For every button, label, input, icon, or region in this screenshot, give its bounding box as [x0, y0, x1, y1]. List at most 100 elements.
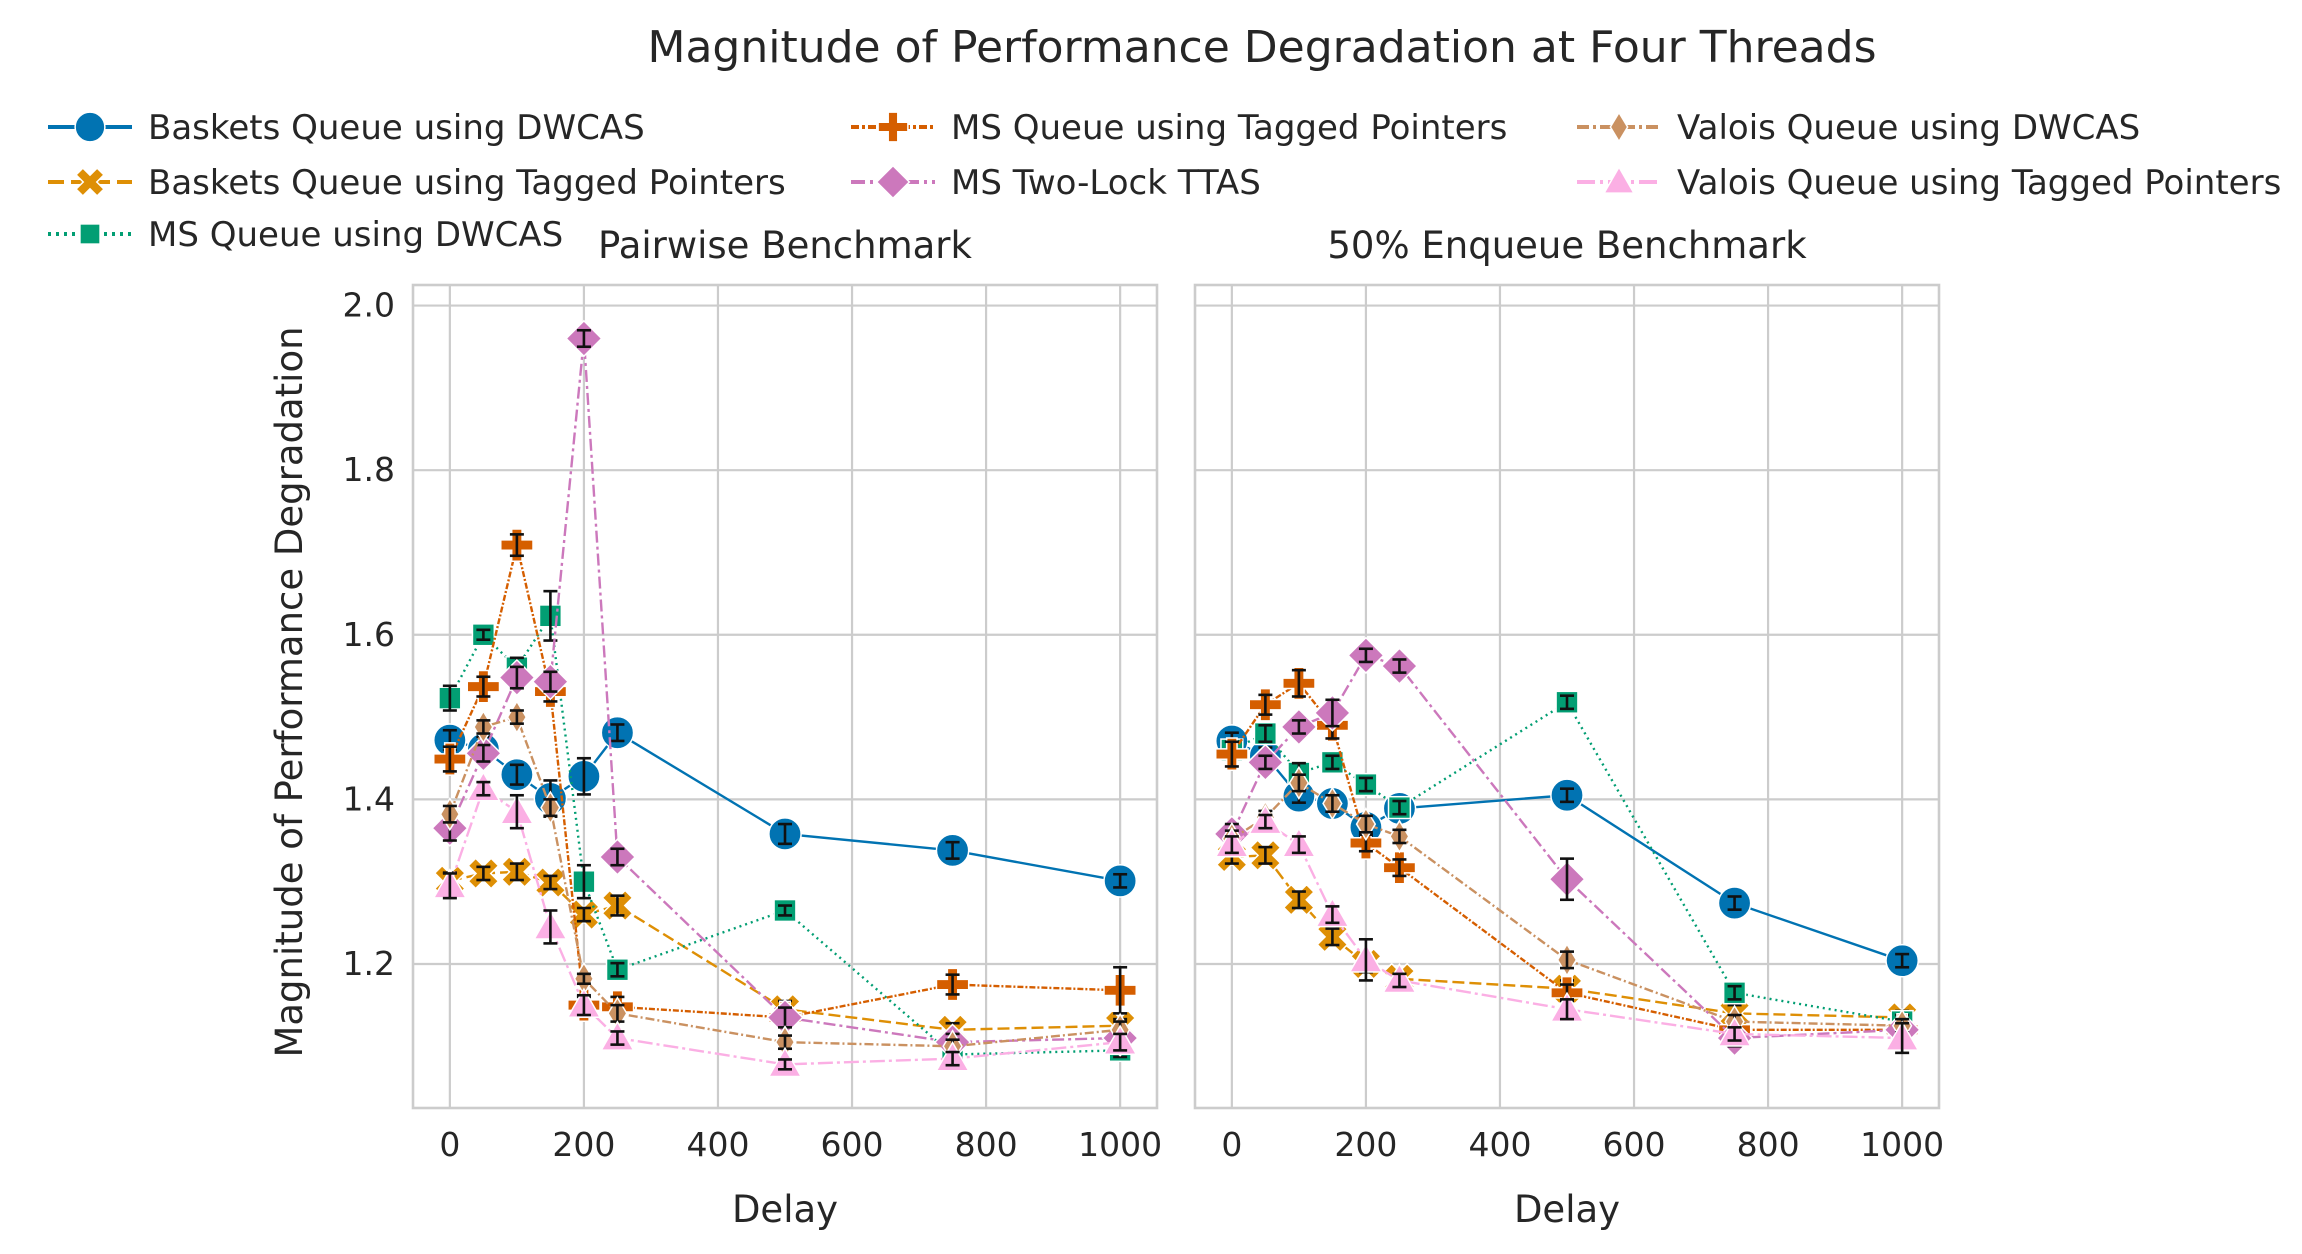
error-bar: [576, 863, 591, 900]
error-bar: [1291, 890, 1306, 910]
x-tick-label: 1000: [1860, 1125, 1944, 1164]
legend-item-valois-queue-using-dwcas: Valois Queue using DWCAS: [1577, 108, 2140, 148]
axes-frame: [411, 283, 1159, 1110]
axes-frame: [1193, 283, 1941, 1110]
legend-item-ms-queue-using-tagged-pointers: MS Queue using Tagged Pointers: [851, 108, 1507, 148]
y-tick-label: 1.8: [343, 450, 395, 489]
error-bar: [543, 670, 558, 693]
legend-marker-ms-two-lock-ttas: [875, 164, 911, 200]
error-bar: [610, 961, 625, 978]
error-bar: [1358, 937, 1373, 982]
error-bar: [1560, 950, 1574, 970]
error-bar: [610, 894, 625, 917]
error-bar: [576, 993, 591, 1017]
error-bar: [1358, 776, 1373, 793]
error-bar: [509, 709, 524, 725]
error-bar: [1358, 814, 1373, 834]
legend: Baskets Queue using DWCAS Baskets Queue u…: [48, 108, 2281, 255]
series-line: [448, 338, 1121, 1044]
x-axis-label: Delay: [1514, 1188, 1620, 1231]
error-bar: [1727, 984, 1742, 1001]
y-tick-label: 1.4: [343, 779, 395, 818]
x-tick-label: 200: [552, 1125, 615, 1164]
error-bar: [476, 628, 491, 642]
error-bar: [1895, 1021, 1910, 1055]
error-bar: [1291, 719, 1306, 735]
series-valois-queue-using-tagged-pointers: [1214, 803, 1920, 1055]
error-bar: [1258, 693, 1273, 716]
error-bar: [778, 904, 792, 917]
x-tick-label: 200: [1334, 1125, 1397, 1164]
error-bar: [1325, 927, 1340, 947]
error-bar: [1113, 1032, 1128, 1052]
error-bar: [442, 804, 457, 824]
error-bar: [1392, 972, 1407, 989]
series-valois-queue-using-tagged-pointers: [432, 771, 1138, 1078]
error-bar: [442, 684, 457, 712]
error-bar: [610, 847, 625, 867]
legend-label: MS Queue using DWCAS: [148, 215, 563, 255]
error-bar: [576, 328, 591, 349]
error-bar: [1258, 754, 1273, 771]
y-tick-label: 1.2: [343, 944, 395, 983]
error-bar: [1727, 1026, 1742, 1042]
y-tick-label: 1.6: [343, 615, 395, 654]
error-bar: [1325, 754, 1340, 771]
series-valois-queue-using-dwcas: [439, 700, 1131, 1064]
error-bar: [442, 872, 457, 900]
error-bar: [778, 822, 792, 846]
legend-item-baskets-queue-using-tagged-pointers: Baskets Queue using Tagged Pointers: [48, 163, 786, 203]
legend-item-valois-queue-using-tagged-pointers: Valois Queue using Tagged Pointers: [1577, 163, 2281, 203]
x-tick-label: 400: [1468, 1125, 1531, 1164]
error-bar: [543, 874, 558, 891]
error-bar: [610, 1030, 625, 1046]
x-axis-label: Delay: [732, 1188, 838, 1231]
legend-label: Valois Queue using Tagged Pointers: [1677, 163, 2281, 203]
series-line: [448, 544, 1121, 1019]
error-bar: [1113, 872, 1128, 889]
y-axis-label: Magnitude of Performance Degradation: [268, 326, 311, 1057]
x-tick-label: 800: [955, 1125, 1018, 1164]
error-bar: [1224, 740, 1239, 768]
error-bar: [543, 798, 558, 818]
error-bar: [543, 909, 558, 945]
error-bar: [476, 719, 491, 735]
y-tick-label: 2.0: [343, 286, 395, 325]
legend-label: MS Queue using Tagged Pointers: [951, 108, 1507, 148]
error-bar: [945, 1050, 960, 1067]
legend-marker-ms-queue-using-dwcas: [79, 223, 101, 245]
error-bar: [476, 780, 491, 797]
error-bar: [1224, 835, 1239, 855]
error-bar: [509, 793, 524, 830]
series-line: [1231, 854, 1903, 1019]
series-line: [1231, 700, 1903, 1023]
legend-marker-valois-queue-using-dwcas: [1609, 111, 1629, 143]
error-bar: [945, 973, 960, 996]
error-bar: [1291, 835, 1306, 855]
legend-marker-baskets-queue-using-dwcas: [74, 111, 106, 143]
x-tick-label: 600: [1603, 1125, 1666, 1164]
legend-item-ms-two-lock-ttas: MS Two-Lock TTAS: [851, 163, 1261, 203]
legend-marker-ms-queue-using-tagged-pointers: [877, 111, 909, 143]
x-tick-label: 600: [821, 1125, 884, 1164]
error-bar: [476, 865, 491, 882]
legend-label: MS Two-Lock TTAS: [951, 163, 1261, 203]
error-bar: [509, 533, 524, 558]
error-bar: [1325, 698, 1340, 728]
error-bar: [576, 756, 591, 796]
panel-50-enqueue: 0 200 400 600 800 1000 50% Enqueue Benchmark De…: [1193, 224, 1944, 1231]
error-bar: [1291, 668, 1306, 698]
panel-title: 50% Enqueue Benchmark: [1327, 224, 1807, 267]
legend-label: Baskets Queue using Tagged Pointers: [148, 163, 786, 203]
error-bar: [476, 743, 491, 763]
x-tick-label: 0: [1221, 1125, 1242, 1164]
error-bar: [509, 862, 524, 882]
error-bar: [1325, 905, 1340, 925]
error-bar: [1358, 647, 1373, 664]
legend-marker-valois-queue-using-tagged-pointers: [1602, 165, 1636, 194]
error-bar: [1895, 952, 1910, 969]
figure-title: Magnitude of Performance Degradation at …: [648, 22, 1877, 73]
error-bar: [1258, 813, 1273, 830]
error-bar: [576, 906, 591, 923]
